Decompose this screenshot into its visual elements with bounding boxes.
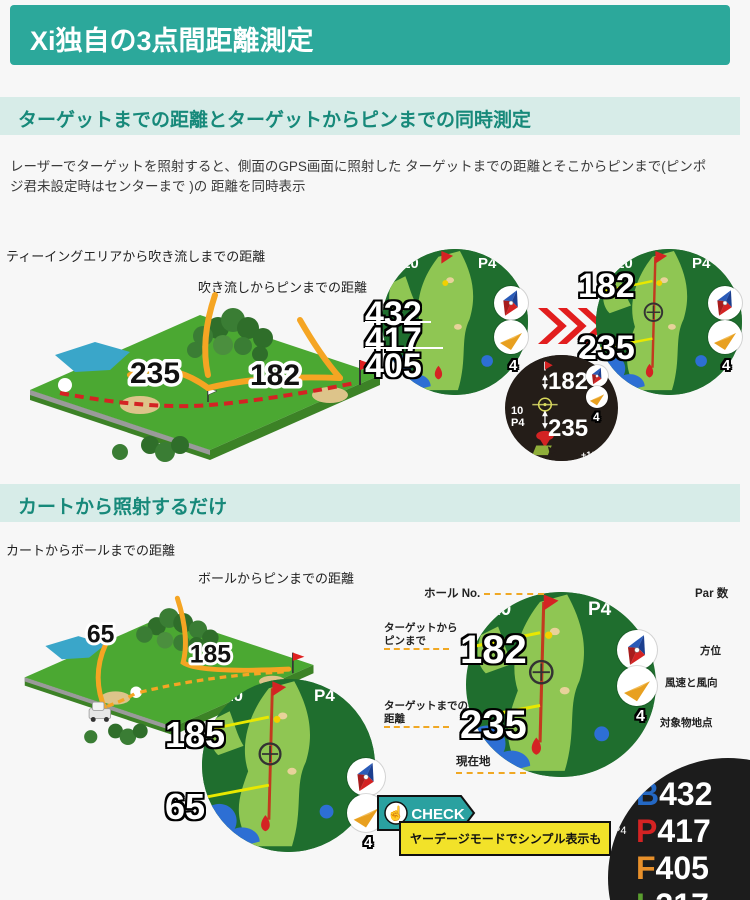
svg-text:235: 235 (130, 357, 180, 390)
svg-text:182: 182 (250, 359, 300, 392)
svg-text:185: 185 (190, 642, 232, 669)
svg-text:65: 65 (87, 622, 115, 649)
svg-text:☝: ☝ (387, 804, 404, 822)
